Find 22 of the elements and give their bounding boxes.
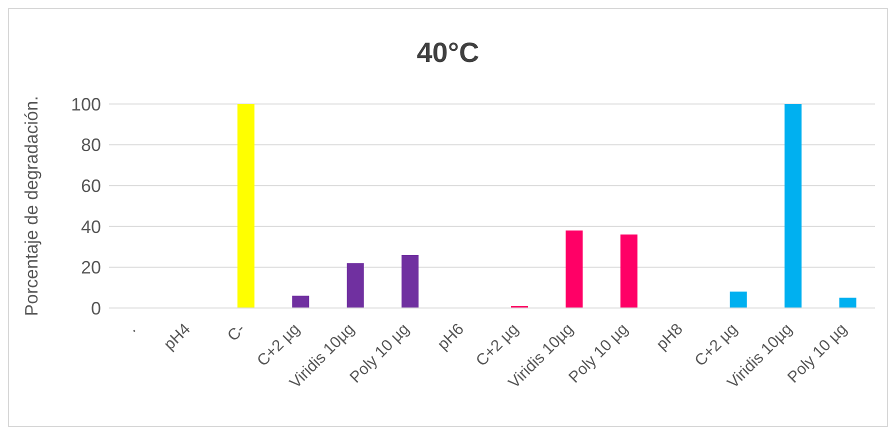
y-tick-label: 60: [80, 176, 101, 196]
x-tick-label: .: [124, 320, 140, 336]
x-tick-label: C+2 µg: [254, 320, 304, 370]
bar: [346, 263, 364, 308]
bar: [292, 296, 310, 308]
y-axis-title: Porcentaje de degradación.: [21, 96, 42, 316]
x-tick-label: C+2 µg: [473, 320, 522, 370]
y-tick-label: 20: [80, 258, 101, 278]
bar: [620, 234, 638, 308]
bar: [402, 254, 419, 308]
bar: [784, 104, 802, 308]
bar: [566, 230, 583, 308]
y-tick-label: 0: [90, 298, 101, 318]
chart-title: 40°C: [416, 37, 480, 69]
x-tick-label: C+2 µg: [692, 320, 742, 370]
bar: [839, 298, 856, 308]
x-tick-label: C-: [224, 320, 249, 345]
bar: [730, 292, 747, 308]
y-tick-label: 40: [80, 216, 101, 237]
bar: [237, 104, 254, 308]
y-tick-label: 80: [80, 135, 101, 156]
y-tick-label: 100: [70, 94, 101, 114]
